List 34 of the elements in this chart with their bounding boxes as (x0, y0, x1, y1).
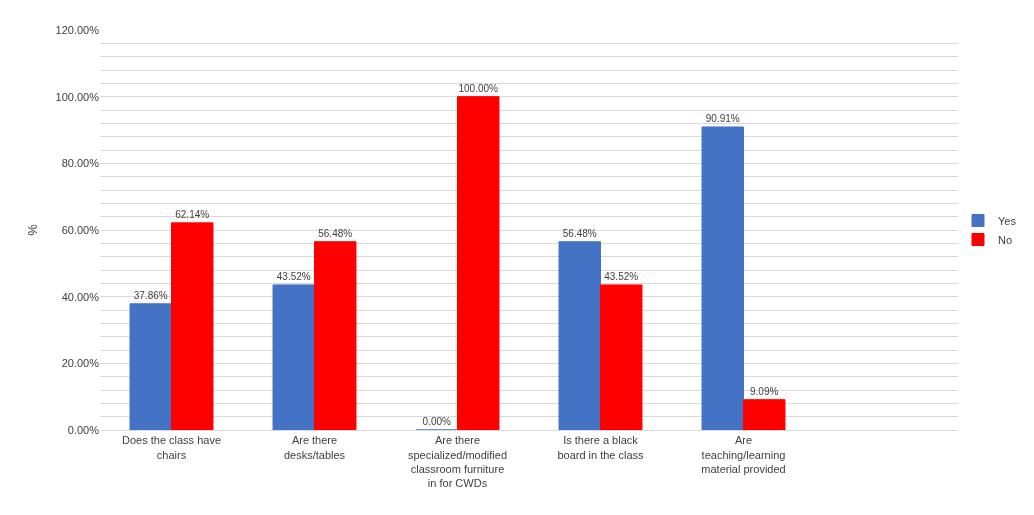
data-label: 56.48% (318, 227, 353, 239)
x-tick-label: Are there specialized/modified classroom furniture in for CWDs (407, 434, 508, 490)
y-tick-label: 40.00% (61, 290, 100, 303)
y-tick-label: 20.00% (61, 357, 100, 370)
y-tick-label: 120.00% (55, 23, 100, 36)
data-label: 100.00% (458, 82, 499, 94)
data-label: 43.52% (276, 270, 311, 282)
y-tick-label: 80.00% (61, 157, 100, 170)
x-tick-label: Does the class have chairs (121, 434, 222, 461)
data-label: 37.86% (133, 289, 168, 301)
y-axis-title: % (24, 223, 40, 236)
data-label: 9.09% (750, 385, 779, 397)
bar (129, 303, 172, 430)
bar (558, 241, 601, 430)
data-label: 43.52% (604, 270, 639, 282)
legend-label: Yes (998, 214, 1017, 227)
y-tick-label: 0.00% (67, 423, 100, 436)
data-label: 90.91% (705, 112, 740, 124)
x-tick-label: Are there desks/tables (283, 434, 346, 461)
bar (272, 284, 315, 430)
legend-label: No (998, 233, 1013, 246)
bar (171, 222, 214, 430)
data-label: 56.48% (562, 227, 597, 239)
bar (701, 126, 744, 430)
x-tick-label: Are teaching/learning material provided (701, 434, 786, 475)
data-label: 0.00% (422, 416, 451, 427)
data-label: 62.14% (175, 208, 210, 220)
bar (743, 399, 786, 430)
x-tick-label: Is there a black board in the class (557, 434, 645, 461)
bar (314, 241, 357, 430)
y-tick-label: 60.00% (61, 223, 100, 236)
y-tick-label: 100.00% (55, 90, 100, 103)
bar (457, 96, 500, 430)
bar (600, 284, 643, 430)
